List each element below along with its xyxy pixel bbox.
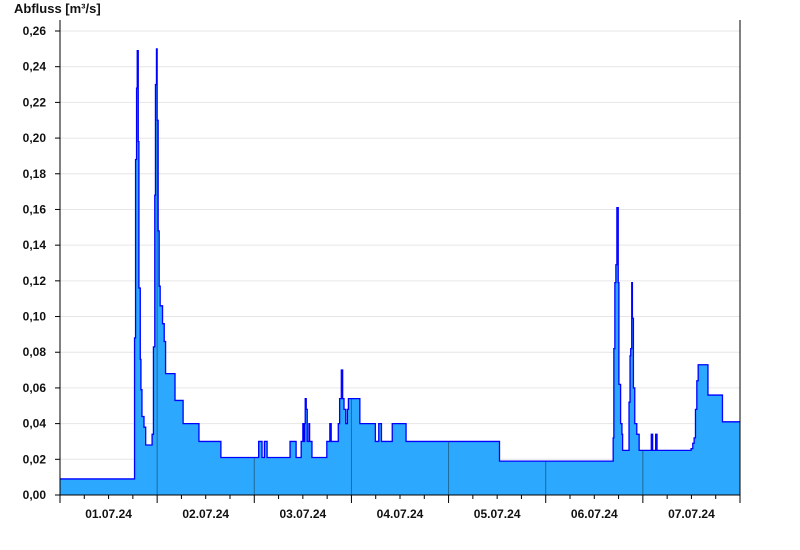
x-tick-label: 04.07.24 (377, 507, 424, 521)
y-tick-label: 0,12 (23, 274, 47, 288)
discharge-series (60, 48, 740, 495)
grid (60, 30, 740, 460)
y-tick-label: 0,00 (23, 488, 47, 502)
y-tick-label: 0,16 (23, 202, 47, 216)
y-tick-label: 0,06 (23, 381, 47, 395)
x-tick-label: 06.07.24 (571, 507, 618, 521)
x-tick-label: 02.07.24 (182, 507, 229, 521)
y-tick-label: 0,08 (23, 345, 47, 359)
y-tick-label: 0,02 (23, 452, 47, 466)
y-tick-label: 0,10 (23, 310, 47, 324)
y-tick-label: 0,26 (23, 24, 47, 38)
x-tick-label: 07.07.24 (668, 507, 715, 521)
y-tick-label: 0,18 (23, 167, 47, 181)
discharge-area (60, 48, 740, 495)
y-tick-label: 0,14 (23, 238, 47, 252)
axes: 0,00 0,02 0,04 0,06 0,08 0,10 0,12 0,14 0,16 0,18… (23, 20, 741, 521)
y-tick-label: 0,04 (23, 417, 47, 431)
x-tick-label: 05.07.24 (474, 507, 521, 521)
y-axis-title: Abfluss [m³/s] (14, 1, 101, 16)
y-tick-label: 0,20 (23, 131, 47, 145)
x-tick-label: 01.07.24 (85, 507, 132, 521)
x-tick-label: 03.07.24 (279, 507, 326, 521)
y-tick-label: 0,22 (23, 95, 47, 109)
y-tick-label: 0,24 (23, 60, 47, 74)
discharge-line (60, 48, 740, 480)
